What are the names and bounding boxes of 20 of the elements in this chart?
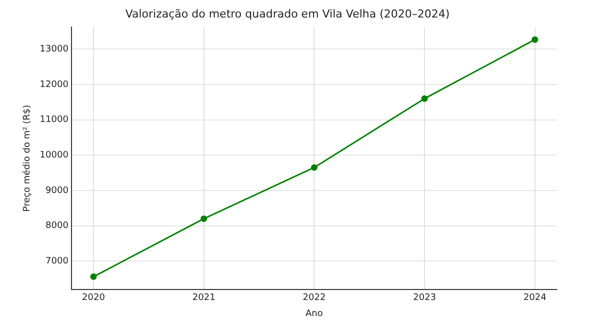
y-tick-label: 12000 xyxy=(40,80,69,90)
y-axis-title: Preço médio do m² (R$) xyxy=(22,104,33,212)
x-tick-label: 2024 xyxy=(523,293,547,304)
point xyxy=(200,215,208,222)
point xyxy=(532,36,538,43)
point xyxy=(90,273,97,280)
x-axis-title: Ano xyxy=(306,308,324,319)
x-tick-label: 2021 xyxy=(192,293,216,304)
y-tick-label: 9000 xyxy=(46,186,69,196)
point xyxy=(421,95,428,102)
y-tick-label: 13000 xyxy=(40,44,69,54)
x-tick-label: 2020 xyxy=(82,293,106,304)
y-tick-label: 8000 xyxy=(46,221,69,232)
x-tick-label: 2023 xyxy=(413,293,436,304)
y-tick-label: 11000 xyxy=(40,115,69,126)
y-tick-label: 10000 xyxy=(40,150,69,160)
point xyxy=(310,164,318,171)
y-tick-label: 7000 xyxy=(46,256,69,266)
x-tick-label: 2022 xyxy=(302,293,326,304)
chart-title: Valorização do metro quadrado em Vila Velha (2020–2024) xyxy=(125,7,450,20)
